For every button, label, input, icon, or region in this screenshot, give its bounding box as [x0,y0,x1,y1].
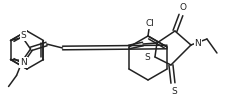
Text: S: S [171,87,177,96]
Text: Cl: Cl [146,20,154,29]
Text: O: O [179,3,186,12]
Text: N: N [20,58,27,67]
Text: S: S [144,53,150,62]
Text: N: N [195,39,201,48]
Text: S: S [21,31,26,40]
